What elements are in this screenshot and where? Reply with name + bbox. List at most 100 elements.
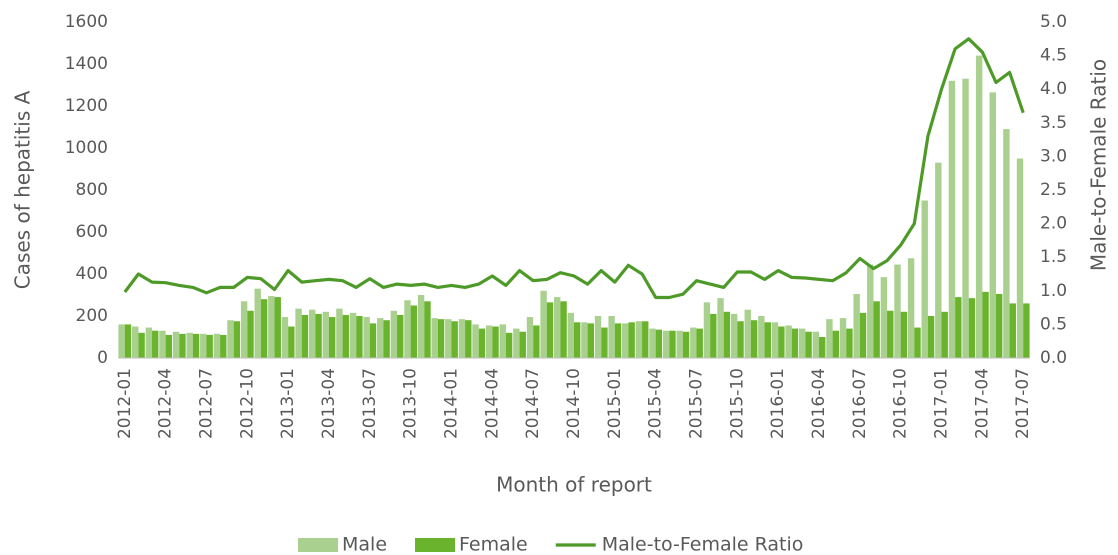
x-tick-label: 2012-04 [156, 368, 176, 439]
bar [540, 290, 547, 358]
bar [533, 325, 540, 358]
y-axis-title: Cases of hepatitis A [11, 90, 35, 289]
x-tick-label: 2014-04 [482, 368, 502, 439]
bar [274, 297, 281, 358]
bar [642, 321, 649, 358]
legend-swatch [415, 538, 456, 552]
bar [1023, 303, 1030, 358]
bar [268, 296, 275, 358]
bar [1016, 158, 1024, 358]
bar [935, 162, 942, 358]
bar [369, 323, 377, 358]
bar [505, 332, 513, 358]
legend-swatch [298, 538, 338, 552]
bar [322, 311, 329, 358]
bar [662, 330, 670, 358]
y-tick-label: 200 [76, 306, 108, 326]
bar [159, 330, 166, 358]
bar [288, 326, 295, 358]
bar [526, 317, 534, 358]
y2-tick-label: 0.5 [1040, 314, 1067, 334]
bar [519, 331, 526, 358]
bar [553, 297, 561, 358]
bar [308, 309, 316, 358]
bar [560, 301, 567, 358]
bar [179, 333, 186, 358]
bar [812, 331, 820, 358]
bar [853, 293, 860, 358]
bar [826, 319, 833, 358]
bar [601, 327, 608, 358]
y-tick-label: 600 [76, 222, 108, 242]
bar [723, 311, 731, 358]
x-tick-label: 2013-04 [319, 368, 339, 439]
y2-axis-title: Male-to-Female Ratio [1087, 59, 1111, 271]
bar [764, 322, 771, 358]
bar [791, 328, 799, 358]
bar [669, 330, 676, 358]
x-tick-label: 2014-01 [441, 368, 461, 439]
bar [758, 316, 765, 358]
bar [383, 320, 390, 358]
bar [240, 301, 248, 358]
y2-tick-label: 4.0 [1040, 79, 1067, 99]
bar [118, 324, 125, 358]
bar [655, 329, 663, 358]
y2-tick-label: 2.0 [1040, 214, 1067, 234]
bar [281, 317, 289, 358]
bar [328, 317, 336, 358]
bar [995, 293, 1003, 358]
bar [260, 299, 268, 358]
bar [485, 325, 493, 358]
y2-tick-label: 1.0 [1040, 281, 1067, 301]
x-tick-label: 2014-07 [523, 368, 543, 439]
bar [696, 328, 703, 358]
bar [445, 319, 452, 358]
bar [710, 313, 717, 358]
bar [1003, 129, 1010, 358]
x-tick-label: 2017-04 [972, 368, 992, 439]
bar [315, 313, 322, 358]
bar [349, 312, 357, 358]
x-tick-label: 2012-01 [115, 368, 135, 439]
legend-label: Male [342, 534, 387, 555]
bar [921, 200, 928, 358]
bar [608, 316, 615, 358]
bar [676, 330, 683, 358]
y2-tick-label: 4.5 [1040, 46, 1067, 66]
x-tick-label: 2016-04 [809, 368, 829, 439]
bar [200, 333, 207, 358]
bar [165, 334, 173, 358]
y-tick-label: 0 [97, 348, 108, 368]
bar [975, 55, 983, 358]
x-tick-label: 2015-01 [605, 368, 625, 439]
bar [587, 323, 595, 358]
bar [363, 317, 370, 358]
bar [499, 324, 506, 358]
y-tick-label: 800 [76, 180, 108, 200]
bar [213, 333, 221, 358]
bar [581, 322, 588, 358]
bar [690, 327, 697, 358]
bar [778, 326, 785, 358]
bar [649, 328, 656, 358]
bar [744, 309, 751, 358]
y-tick-label: 1600 [65, 12, 108, 32]
bar [424, 301, 431, 358]
y2-tick-label: 0.0 [1040, 348, 1067, 368]
bar [295, 308, 302, 358]
bar [220, 334, 227, 358]
bar [451, 321, 458, 358]
bar [513, 328, 520, 358]
bar [894, 264, 901, 358]
bar [832, 330, 840, 358]
x-axis-title: Month of report [496, 473, 652, 497]
bar [771, 322, 779, 358]
bar [152, 330, 159, 358]
y-tick-label: 1400 [65, 54, 108, 74]
bar [410, 305, 418, 358]
x-tick-label: 2012-07 [196, 368, 216, 439]
y2-tick-label: 1.5 [1040, 247, 1067, 267]
bar [914, 327, 921, 358]
